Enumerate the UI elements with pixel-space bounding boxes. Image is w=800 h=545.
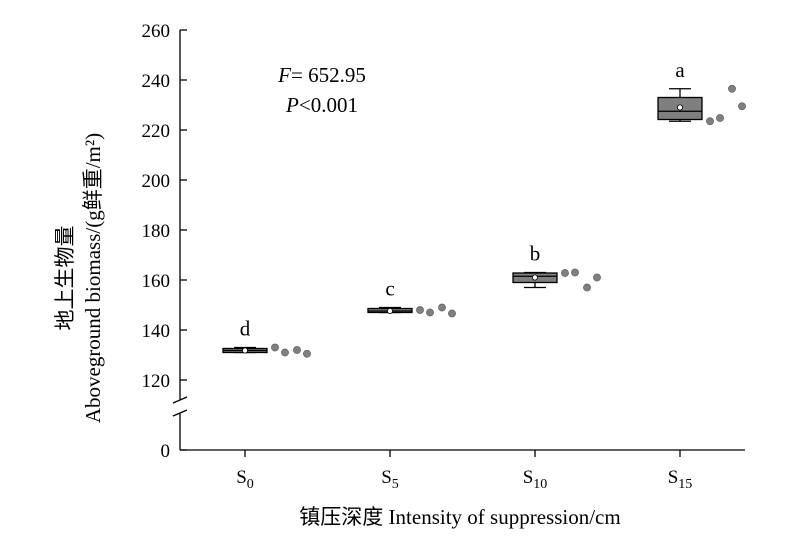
- data-point: [706, 117, 714, 126]
- y-axis-label: 地上生物量 Aboveground biomass/(g鲜重/m²): [53, 133, 105, 423]
- data-points: [271, 84, 746, 358]
- x-tick-label: S0: [236, 467, 254, 492]
- x-tick-label: S15: [668, 467, 693, 492]
- significance-letter: a: [675, 58, 685, 82]
- y-ticks: 0 120 140 160 180 200 220 240 260: [142, 21, 187, 462]
- y-tick-label: 160: [142, 271, 171, 292]
- x-tick-label: S5: [381, 467, 399, 492]
- y-tick-label: 120: [142, 371, 171, 392]
- x-axis-label: 镇压深度 Intensity of suppression/cm: [299, 505, 620, 529]
- boxes: d c b a: [222, 58, 703, 354]
- data-point: [438, 303, 446, 312]
- data-point: [561, 269, 569, 277]
- y-axis-label-line2: Aboveground biomass/(g鲜重/m²): [81, 133, 105, 423]
- axis-break-mark: [172, 409, 188, 417]
- data-point: [738, 102, 746, 111]
- data-point: [593, 273, 601, 282]
- significance-letter: b: [530, 242, 541, 266]
- data-point: [448, 309, 456, 318]
- y-tick-label: 200: [142, 171, 171, 192]
- axis-break-mark: [172, 396, 188, 404]
- data-point: [728, 84, 736, 93]
- significance-letter: d: [240, 317, 251, 341]
- significance-letter: c: [385, 277, 394, 301]
- data-point: [716, 114, 724, 122]
- x-tick-label: S10: [523, 467, 548, 492]
- data-point: [583, 283, 591, 292]
- x-ticks: S0 S5 S10 S15: [236, 450, 692, 492]
- data-point: [271, 343, 279, 352]
- mean-marker: [386, 307, 393, 314]
- y-tick-label: 140: [142, 321, 171, 342]
- f-statistic: F= 652.95: [277, 63, 366, 87]
- mean-marker: [677, 104, 684, 111]
- y-tick-label: 0: [161, 441, 171, 462]
- data-point: [426, 308, 434, 317]
- p-value: P<0.001: [285, 93, 358, 117]
- mean-marker: [532, 274, 539, 281]
- data-point: [293, 346, 301, 354]
- y-tick-label: 180: [142, 221, 171, 242]
- data-point: [303, 349, 311, 358]
- y-axis-label-line1: 地上生物量: [53, 226, 77, 331]
- data-point: [571, 268, 579, 277]
- data-point: [281, 348, 289, 357]
- axes: [172, 30, 745, 451]
- y-tick-label: 220: [142, 121, 171, 142]
- data-point: [416, 306, 424, 314]
- y-tick-label: 260: [142, 21, 171, 42]
- y-tick-label: 240: [142, 71, 171, 92]
- mean-marker: [241, 347, 248, 354]
